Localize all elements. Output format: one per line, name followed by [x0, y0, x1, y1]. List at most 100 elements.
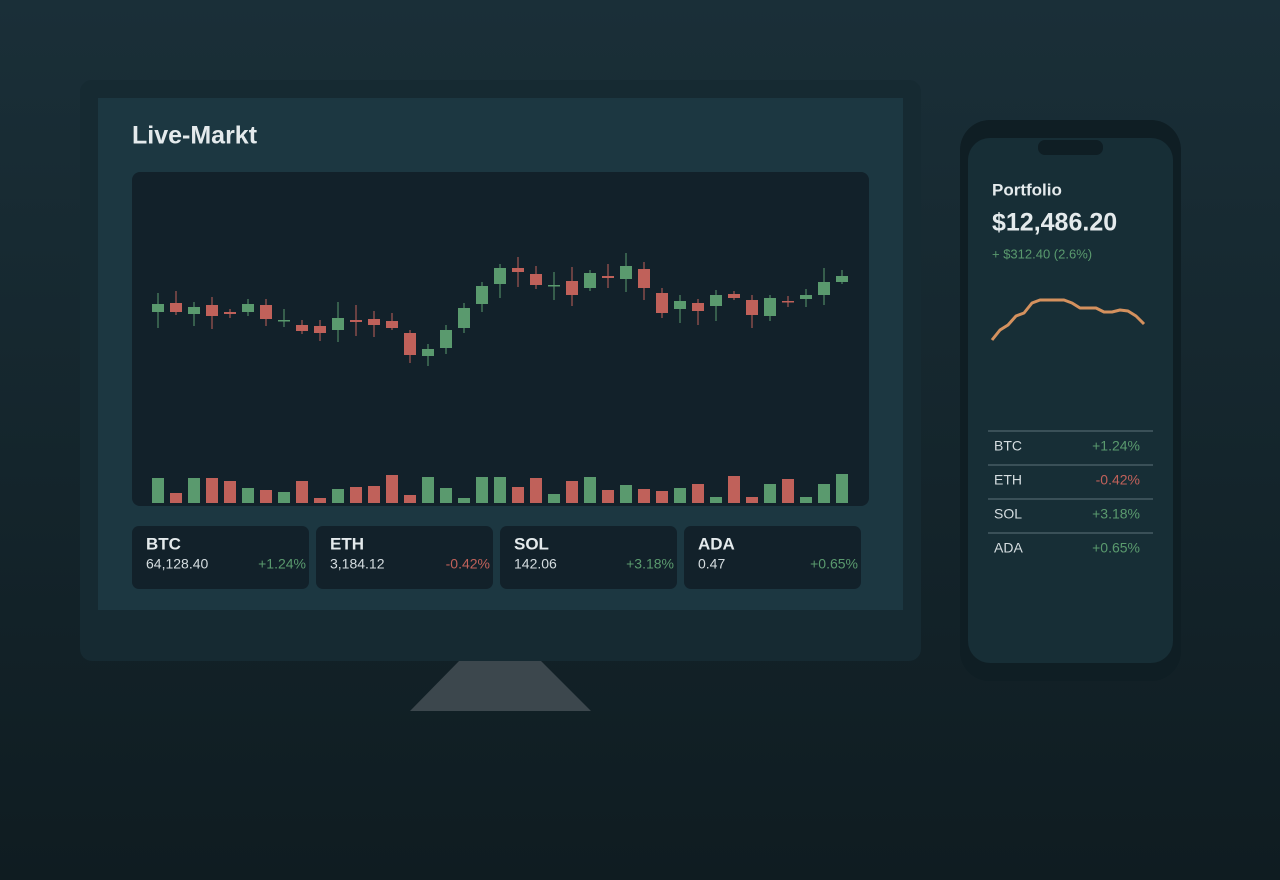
volume-bar — [206, 478, 218, 503]
volume-bar — [818, 484, 830, 503]
market-cards: BTC 64,128.40 +1.24% ETH 3,184.12 -0.42% SOL 14… — [132, 526, 861, 589]
candle-body — [152, 304, 164, 312]
candle-body — [620, 266, 632, 279]
watch-change: +1.24% — [1092, 438, 1140, 454]
volume-bar — [584, 477, 596, 503]
candle-body — [836, 276, 848, 282]
candle-body — [638, 269, 650, 288]
candle-body — [206, 305, 218, 316]
volume-bar — [836, 474, 848, 503]
volume-bar — [566, 481, 578, 503]
phone-notch — [1038, 140, 1103, 155]
chart-panel — [132, 172, 869, 506]
candle-body — [494, 268, 506, 284]
market-symbol: BTC — [146, 534, 181, 553]
volume-bar — [458, 498, 470, 503]
sparkline-line — [990, 298, 1146, 341]
candle-body — [800, 295, 812, 299]
market-change: +0.65% — [810, 556, 858, 572]
candle-body — [548, 285, 560, 287]
watch-symbol: ADA — [994, 540, 1023, 556]
market-card — [684, 526, 861, 589]
volume-bar — [422, 477, 434, 503]
volume-bar — [152, 478, 164, 503]
candle-body — [350, 320, 362, 322]
volume-bar — [440, 488, 452, 503]
volume-bar — [224, 481, 236, 503]
candle-body — [440, 330, 452, 348]
market-symbol: SOL — [514, 534, 549, 553]
candle-body — [296, 325, 308, 331]
volume-bar — [242, 488, 254, 503]
candle-body — [278, 320, 290, 322]
candle-body — [188, 307, 200, 314]
market-card — [132, 526, 309, 589]
volume-bar — [350, 487, 362, 503]
volume-bar — [278, 492, 290, 503]
volume-bar — [764, 484, 776, 503]
volume-bar — [530, 478, 542, 503]
volume-bar — [782, 479, 794, 503]
candlestick-chart — [152, 253, 848, 503]
watch-symbol: SOL — [994, 506, 1022, 522]
market-change: +1.24% — [258, 556, 306, 572]
market-price: 3,184.12 — [330, 556, 385, 572]
candle-body — [764, 298, 776, 316]
candle-body — [746, 300, 758, 315]
watchlist: BTC +1.24% ETH -0.42% SOL +3.18% ADA +0.65% — [988, 430, 1153, 556]
market-change: -0.42% — [446, 556, 490, 572]
market-change: +3.18% — [626, 556, 674, 572]
portfolio-title: Portfolio — [992, 180, 1062, 199]
candle-body — [386, 321, 398, 328]
volume-bar — [674, 488, 686, 503]
volume-bar — [638, 489, 650, 503]
candle-body — [818, 282, 830, 295]
volume-bar — [602, 490, 614, 503]
volume-bar — [476, 477, 488, 503]
watch-change: +3.18% — [1092, 506, 1140, 522]
candle-body — [674, 301, 686, 309]
volume-bar — [620, 485, 632, 503]
candle-body — [404, 333, 416, 355]
volume-bar — [800, 497, 812, 503]
watch-symbol: BTC — [994, 438, 1022, 454]
candle-body — [566, 281, 578, 295]
watch-change: +0.65% — [1092, 540, 1140, 556]
candle-body — [710, 295, 722, 306]
portfolio-change: + $312.40 (2.6%) — [992, 246, 1092, 261]
volume-bar — [404, 495, 416, 503]
candle-body — [314, 326, 326, 333]
volume-bar — [170, 493, 182, 503]
market-symbol: ADA — [698, 534, 735, 553]
volume-bar — [386, 475, 398, 503]
watch-symbol: ETH — [994, 472, 1022, 488]
candle-body — [782, 301, 794, 303]
market-card — [500, 526, 677, 589]
volume-bar — [728, 476, 740, 503]
market-card — [316, 526, 493, 589]
candle-body — [332, 318, 344, 330]
screen-title: Live-Markt — [132, 122, 258, 150]
watch-change: -0.42% — [1096, 472, 1140, 488]
candle-body — [602, 276, 614, 278]
volume-bar — [296, 481, 308, 503]
monitor-stand — [410, 660, 591, 711]
candle-body — [476, 286, 488, 304]
candle-body — [170, 303, 182, 312]
portfolio-value: $12,486.20 — [992, 209, 1117, 237]
market-symbol: ETH — [330, 534, 364, 553]
volume-bar — [368, 486, 380, 503]
candle-body — [584, 273, 596, 288]
volume-bar — [710, 497, 722, 503]
volume-bar — [692, 484, 704, 503]
market-price: 0.47 — [698, 556, 725, 572]
candle-body — [656, 293, 668, 313]
volume-bar — [512, 487, 524, 503]
volume-bar — [260, 490, 272, 503]
sparkline — [990, 298, 1146, 341]
candle-body — [368, 319, 380, 325]
volume-bar — [494, 477, 506, 503]
candle-body — [422, 349, 434, 356]
